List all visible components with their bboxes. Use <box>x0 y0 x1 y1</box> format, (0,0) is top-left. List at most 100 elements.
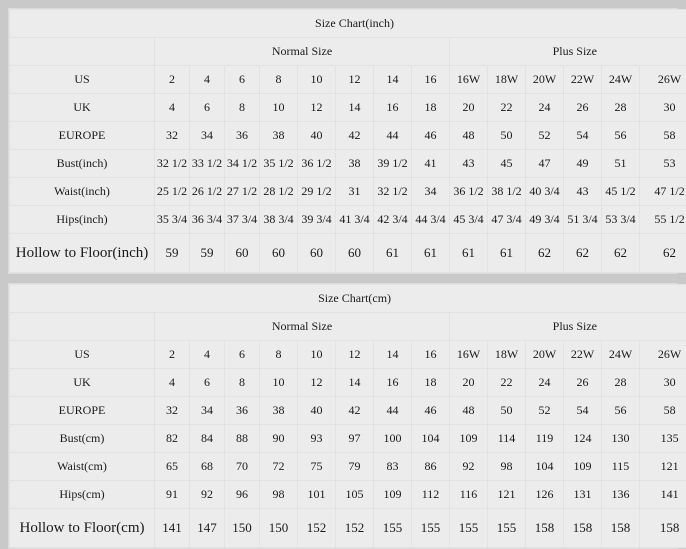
table-cell: 58 <box>640 397 686 425</box>
table-cell: 152 <box>298 509 336 548</box>
group-header-blank <box>10 38 155 66</box>
table-cell: 158 <box>526 509 564 548</box>
table-cell: 36 1/2 <box>450 178 488 206</box>
chart-title: Size Chart(inch) <box>10 10 686 38</box>
table-cell: 12 <box>336 341 374 369</box>
table-cell: 10 <box>298 341 336 369</box>
table-cell: 16 <box>374 369 412 397</box>
table-cell: 29 1/2 <box>298 178 336 206</box>
table-cell: 22 <box>488 94 526 122</box>
table-cell: 136 <box>602 481 640 509</box>
table-cell: 88 <box>225 425 260 453</box>
table-cell: 61 <box>374 234 412 273</box>
table-cell: 109 <box>450 425 488 453</box>
table-cell: 55 1/2 <box>640 206 686 234</box>
table-cell: 20 <box>450 369 488 397</box>
table-cell: 30 <box>640 369 686 397</box>
table-cell: 100 <box>374 425 412 453</box>
table-cell: 93 <box>298 425 336 453</box>
table-cell: 40 <box>298 122 336 150</box>
table-cell: 104 <box>412 425 450 453</box>
table-cell: 44 3/4 <box>412 206 450 234</box>
table-cell: 26 <box>564 94 602 122</box>
table-cell: 96 <box>225 481 260 509</box>
table-cell: 152 <box>336 509 374 548</box>
table-cell: 49 <box>564 150 602 178</box>
table-cell: 90 <box>260 425 298 453</box>
table-cell: 26 1/2 <box>190 178 225 206</box>
table-cell: 14 <box>374 341 412 369</box>
table-cell: 130 <box>602 425 640 453</box>
table-cell: 114 <box>488 425 526 453</box>
group-header-cell: Plus Size <box>450 38 686 66</box>
table-cell: 50 <box>488 397 526 425</box>
table-cell: 42 <box>336 122 374 150</box>
table-cell: 26 <box>564 369 602 397</box>
table-cell: 59 <box>155 234 190 273</box>
table-cell: 150 <box>225 509 260 548</box>
table-cell: 44 <box>374 397 412 425</box>
table-cell: 36 <box>225 122 260 150</box>
table-cell: 48 <box>450 122 488 150</box>
table-cell: 155 <box>412 509 450 548</box>
table-cell: 4 <box>155 369 190 397</box>
row-label: EUROPE <box>10 122 155 150</box>
table-cell: 34 <box>412 178 450 206</box>
table-cell: 6 <box>190 369 225 397</box>
table-cell: 39 1/2 <box>374 150 412 178</box>
table-cell: 8 <box>225 369 260 397</box>
table-cell: 2 <box>155 66 190 94</box>
table-cell: 36 3/4 <box>190 206 225 234</box>
table-cell: 18W <box>488 66 526 94</box>
table-cell: 141 <box>640 481 686 509</box>
group-header-cell: Plus Size <box>450 313 686 341</box>
table-cell: 24 <box>526 369 564 397</box>
table-cell: 36 <box>225 397 260 425</box>
table-cell: 24W <box>602 66 640 94</box>
table-cell: 62 <box>526 234 564 273</box>
table-cell: 112 <box>412 481 450 509</box>
table-cell: 41 3/4 <box>336 206 374 234</box>
table-cell: 61 <box>412 234 450 273</box>
table-cell: 34 <box>190 397 225 425</box>
table-cell: 97 <box>336 425 374 453</box>
table-cell: 35 3/4 <box>155 206 190 234</box>
row-label: Waist(cm) <box>10 453 155 481</box>
table-cell: 92 <box>450 453 488 481</box>
table-cell: 47 <box>526 150 564 178</box>
table-cell: 141 <box>155 509 190 548</box>
table-cell: 6 <box>225 341 260 369</box>
table-cell: 60 <box>225 234 260 273</box>
table-cell: 52 <box>526 397 564 425</box>
table-cell: 56 <box>602 122 640 150</box>
table-cell: 155 <box>488 509 526 548</box>
table-cell: 124 <box>564 425 602 453</box>
table-cell: 27 1/2 <box>225 178 260 206</box>
row-label: UK <box>10 94 155 122</box>
table-cell: 46 <box>412 397 450 425</box>
table-cell: 92 <box>190 481 225 509</box>
table-cell: 45 1/2 <box>602 178 640 206</box>
table-cell: 22W <box>564 341 602 369</box>
row-label: UK <box>10 369 155 397</box>
table-cell: 38 3/4 <box>260 206 298 234</box>
table-cell: 121 <box>640 453 686 481</box>
table-cell: 147 <box>190 509 225 548</box>
table-cell: 36 1/2 <box>298 150 336 178</box>
table-cell: 8 <box>260 66 298 94</box>
table-cell: 18 <box>412 94 450 122</box>
table-cell: 20W <box>526 66 564 94</box>
table-cell: 59 <box>190 234 225 273</box>
table-cell: 60 <box>298 234 336 273</box>
table-cell: 62 <box>602 234 640 273</box>
table-cell: 53 3/4 <box>602 206 640 234</box>
